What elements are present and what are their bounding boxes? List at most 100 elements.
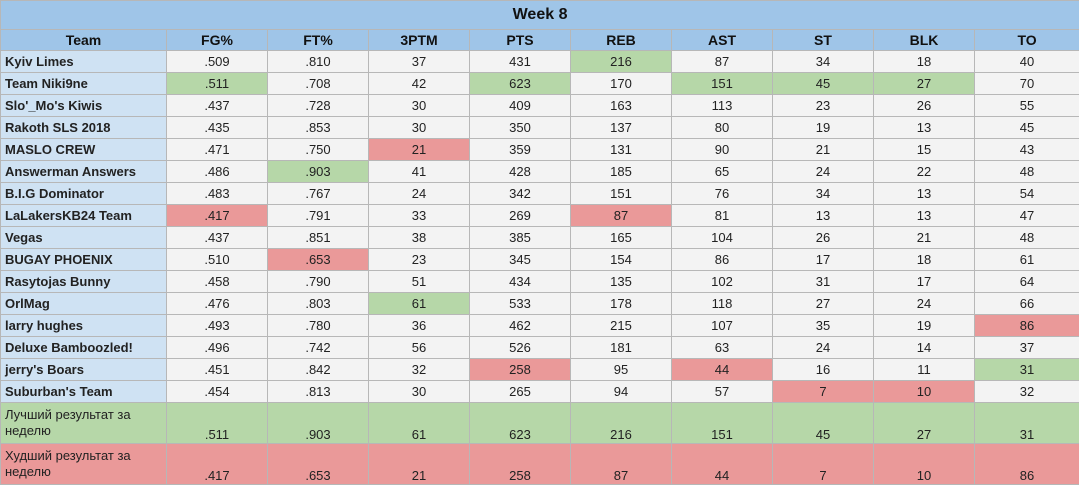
- stat-cell[interactable]: .750: [267, 138, 369, 161]
- stat-cell[interactable]: 64: [973, 270, 1079, 293]
- summary-label-cell[interactable]: Худший результат за неделю: [0, 443, 167, 485]
- stat-cell[interactable]: 81: [671, 204, 773, 227]
- stat-cell[interactable]: 95: [570, 358, 672, 381]
- summary-label-cell[interactable]: Лучший результат за неделю: [0, 402, 167, 444]
- summary-stat-cell[interactable]: 10: [873, 443, 975, 485]
- stat-cell[interactable]: 65: [671, 160, 773, 183]
- summary-stat-cell[interactable]: 151: [671, 402, 773, 444]
- stat-cell[interactable]: 135: [570, 270, 672, 293]
- stat-cell[interactable]: 30: [368, 116, 470, 139]
- stat-cell[interactable]: 342: [469, 182, 571, 205]
- stat-cell[interactable]: .842: [267, 358, 369, 381]
- stat-cell[interactable]: 434: [469, 270, 571, 293]
- stat-cell[interactable]: .509: [166, 50, 268, 73]
- stat-cell[interactable]: .493: [166, 314, 268, 337]
- summary-stat-cell[interactable]: 216: [570, 402, 672, 444]
- stat-cell[interactable]: .496: [166, 336, 268, 359]
- stat-cell[interactable]: 185: [570, 160, 672, 183]
- stat-cell[interactable]: 32: [368, 358, 470, 381]
- stat-cell[interactable]: 533: [469, 292, 571, 315]
- summary-stat-cell[interactable]: .903: [267, 402, 369, 444]
- stat-cell[interactable]: 16: [772, 358, 874, 381]
- stat-cell[interactable]: 27: [873, 72, 975, 95]
- team-name-cell[interactable]: Rasytojas Bunny: [0, 270, 167, 293]
- stat-cell[interactable]: 23: [772, 94, 874, 117]
- team-name-cell[interactable]: Team Niki9ne: [0, 72, 167, 95]
- stat-cell[interactable]: 37: [973, 336, 1079, 359]
- stat-cell[interactable]: 57: [671, 380, 773, 403]
- stat-cell[interactable]: 61: [973, 248, 1079, 271]
- stat-cell[interactable]: 26: [772, 226, 874, 249]
- stat-cell[interactable]: 26: [873, 94, 975, 117]
- team-name-cell[interactable]: Slo'_Mo's Kiwis: [0, 94, 167, 117]
- stat-cell[interactable]: .791: [267, 204, 369, 227]
- column-header[interactable]: ST: [772, 29, 874, 51]
- summary-stat-cell[interactable]: 44: [671, 443, 773, 485]
- summary-stat-cell[interactable]: 21: [368, 443, 470, 485]
- stat-cell[interactable]: .853: [267, 116, 369, 139]
- stat-cell[interactable]: 409: [469, 94, 571, 117]
- stat-cell[interactable]: 215: [570, 314, 672, 337]
- stat-cell[interactable]: 258: [469, 358, 571, 381]
- stat-cell[interactable]: 428: [469, 160, 571, 183]
- stat-cell[interactable]: 359: [469, 138, 571, 161]
- team-name-cell[interactable]: Suburban's Team: [0, 380, 167, 403]
- stat-cell[interactable]: 165: [570, 226, 672, 249]
- stat-cell[interactable]: 86: [671, 248, 773, 271]
- stat-cell[interactable]: 45: [772, 72, 874, 95]
- stat-cell[interactable]: 216: [570, 50, 672, 73]
- stat-cell[interactable]: 170: [570, 72, 672, 95]
- stat-cell[interactable]: 13: [772, 204, 874, 227]
- stat-cell[interactable]: 38: [368, 226, 470, 249]
- stat-cell[interactable]: 13: [873, 204, 975, 227]
- stat-cell[interactable]: 76: [671, 182, 773, 205]
- stat-cell[interactable]: 623: [469, 72, 571, 95]
- stat-cell[interactable]: 47: [973, 204, 1079, 227]
- stat-cell[interactable]: 163: [570, 94, 672, 117]
- stat-cell[interactable]: 107: [671, 314, 773, 337]
- stat-cell[interactable]: 24: [772, 160, 874, 183]
- team-name-cell[interactable]: Rakoth SLS 2018: [0, 116, 167, 139]
- stat-cell[interactable]: 18: [873, 50, 975, 73]
- stat-cell[interactable]: 31: [973, 358, 1079, 381]
- column-header[interactable]: REB: [570, 29, 672, 51]
- stat-cell[interactable]: .437: [166, 94, 268, 117]
- stat-cell[interactable]: 137: [570, 116, 672, 139]
- stat-cell[interactable]: .742: [267, 336, 369, 359]
- stat-cell[interactable]: 526: [469, 336, 571, 359]
- summary-stat-cell[interactable]: 623: [469, 402, 571, 444]
- stat-cell[interactable]: 17: [873, 270, 975, 293]
- stat-cell[interactable]: 55: [973, 94, 1079, 117]
- stat-cell[interactable]: .417: [166, 204, 268, 227]
- column-header[interactable]: TO: [973, 29, 1079, 51]
- team-name-cell[interactable]: Deluxe Bamboozled!: [0, 336, 167, 359]
- stat-cell[interactable]: 350: [469, 116, 571, 139]
- stat-cell[interactable]: 24: [368, 182, 470, 205]
- summary-stat-cell[interactable]: 86: [973, 443, 1079, 485]
- stat-cell[interactable]: 151: [570, 182, 672, 205]
- column-header[interactable]: PTS: [469, 29, 571, 51]
- stat-cell[interactable]: 51: [368, 270, 470, 293]
- stat-cell[interactable]: 18: [873, 248, 975, 271]
- stat-cell[interactable]: 269: [469, 204, 571, 227]
- stat-cell[interactable]: .903: [267, 160, 369, 183]
- stat-cell[interactable]: .790: [267, 270, 369, 293]
- stat-cell[interactable]: 63: [671, 336, 773, 359]
- stat-cell[interactable]: 265: [469, 380, 571, 403]
- stat-cell[interactable]: .780: [267, 314, 369, 337]
- stat-cell[interactable]: 43: [973, 138, 1079, 161]
- column-header[interactable]: FT%: [267, 29, 369, 51]
- stat-cell[interactable]: .728: [267, 94, 369, 117]
- summary-stat-cell[interactable]: 258: [469, 443, 571, 485]
- stat-cell[interactable]: 32: [973, 380, 1079, 403]
- stat-cell[interactable]: 21: [772, 138, 874, 161]
- column-header[interactable]: 3PTM: [368, 29, 470, 51]
- stat-cell[interactable]: .653: [267, 248, 369, 271]
- stat-cell[interactable]: .483: [166, 182, 268, 205]
- stat-cell[interactable]: .851: [267, 226, 369, 249]
- summary-stat-cell[interactable]: 7: [772, 443, 874, 485]
- stat-cell[interactable]: .454: [166, 380, 268, 403]
- stat-cell[interactable]: 42: [368, 72, 470, 95]
- stat-cell[interactable]: .435: [166, 116, 268, 139]
- column-header[interactable]: FG%: [166, 29, 268, 51]
